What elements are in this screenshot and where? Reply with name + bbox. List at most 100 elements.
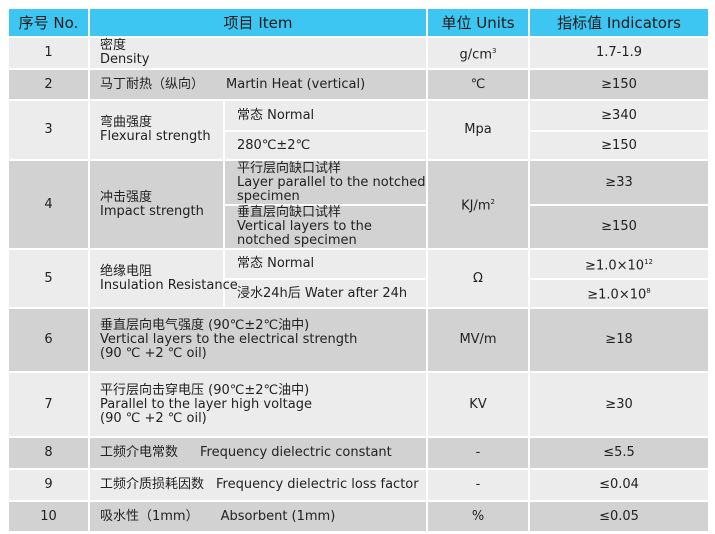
table-row: 9 工频介质损耗因数 Frequency dielectric loss fact…: [7, 468, 711, 502]
item-line: Vertical layers to the electrical streng…: [100, 332, 358, 347]
row-item: 工频介质损耗因数 Frequency dielectric loss factor: [87, 468, 429, 502]
table-subrow: 垂直层向缺口试样 Vertical layers to the notched s…: [8, 204, 711, 250]
table-row: 1 密度 Density g/cm3 1.7-1.9: [7, 36, 711, 70]
item-en: Absorbent (1mm): [220, 508, 336, 524]
row-item: 密度 Density: [87, 36, 429, 70]
item-en: Flexural strength: [100, 129, 211, 144]
header-no: 序号 No.: [7, 7, 90, 38]
unit-sup: 3: [492, 46, 497, 55]
header-row: 序号 No. 项目 Item 单位 Units 指标值 Indicators: [7, 7, 711, 38]
row-no: 9: [7, 468, 90, 502]
row-item: 弯曲强度 Flexural strength: [88, 99, 225, 161]
value-text: ≥1.0×10: [587, 287, 647, 303]
row-no: 10: [7, 500, 90, 533]
sub-condition: 常态 Normal: [222, 99, 429, 132]
row-no: 5: [7, 248, 90, 309]
table-row: 4 冲击强度 Impact strength 平行层向缺口试样 Layer para…: [7, 159, 711, 250]
row-value: ≥33: [528, 159, 711, 206]
row-value: 1.7-1.9: [528, 36, 711, 70]
header-units: 单位 Units: [426, 7, 531, 38]
row-item: 工频介电常数 Frequency dielectric constant: [87, 436, 429, 470]
row-no: 3: [7, 99, 90, 161]
item-cn: 工频介质损耗因数: [100, 477, 205, 492]
row-unit: Ω: [426, 248, 531, 309]
row-value: ≥150: [528, 68, 711, 101]
row-no: 4: [7, 159, 90, 250]
header-item: 项目 Item: [87, 7, 429, 38]
item-line: (90 ℃ +2 ℃ oil): [100, 410, 207, 426]
item-en: Insulation Resistance: [100, 277, 238, 293]
row-value: ≥150: [528, 204, 711, 250]
cond-en: Vertical layers to the notched specimen: [237, 219, 372, 248]
row-unit: KJ/m2: [426, 159, 531, 250]
item-cn: 密度: [100, 38, 127, 53]
item-cn: 工频介电常数: [100, 445, 179, 460]
item-cn: 吸水性（1mm）: [100, 508, 199, 524]
row-value: ≥150: [528, 130, 711, 161]
row-item: 垂直层向电气强度 (90℃±2℃油中) Vertical layers to th…: [87, 307, 429, 373]
row-no: 8: [7, 436, 90, 470]
value-text: ≥1.0×10: [585, 258, 645, 274]
row-value: ≤0.05: [528, 500, 711, 533]
table-row: 2 马丁耐热（纵向） Martin Heat (vertical) ℃ ≥150: [7, 68, 711, 101]
row-unit: MV/m: [426, 307, 531, 373]
item-cn: 弯曲强度: [100, 115, 153, 130]
row-item: 冲击强度 Impact strength: [88, 159, 225, 250]
unit-text: g/cm: [459, 47, 492, 63]
unit-sup: 2: [490, 198, 495, 207]
item-line: 垂直层向电气强度 (90℃±2℃油中): [100, 318, 310, 333]
item-line: Parallel to the layer high voltage: [100, 396, 312, 412]
item-en: Frequency dielectric constant: [200, 445, 392, 460]
row-value: ≥18: [528, 307, 711, 373]
row-item: 马丁耐热（纵向） Martin Heat (vertical): [87, 68, 429, 101]
table-subrow: 浸水24h后 Water after 24h ≥1.0×108: [8, 278, 711, 309]
sub-condition: 垂直层向缺口试样 Vertical layers to the notched s…: [222, 204, 429, 250]
row-unit: -: [426, 468, 531, 502]
sub-condition: 常态 Normal: [222, 248, 429, 280]
row-item: 平行层向击穿电压 (90℃±2℃油中) Parallel to the layer…: [87, 371, 429, 438]
item-cn: 马丁耐热（纵向）: [100, 76, 205, 92]
sub-condition: 280℃±2℃: [222, 130, 429, 161]
sub-condition: 浸水24h后 Water after 24h: [222, 278, 429, 309]
row-value: ≥1.0×1012: [528, 248, 711, 280]
row-value: ≤5.5: [528, 436, 711, 470]
row-unit: KV: [426, 371, 531, 438]
row-item: 吸水性（1mm） Absorbent (1mm): [87, 500, 429, 533]
row-unit: %: [426, 500, 531, 533]
header-indicators: 指标值 Indicators: [528, 7, 711, 38]
properties-table: 序号 No. 项目 Item 单位 Units 指标值 Indicators 1…: [7, 7, 711, 533]
sub-condition: 平行层向缺口试样 Layer parallel to the notched sp…: [222, 159, 429, 206]
item-en: Density: [100, 52, 150, 67]
row-no: 1: [7, 36, 90, 70]
table-row: 3 弯曲强度 Flexural strength 常态 Normal Mpa ≥3…: [7, 99, 711, 161]
row-no: 2: [7, 68, 90, 101]
table-subrow: 280℃±2℃ ≥150: [8, 130, 711, 161]
unit-text: KJ/m: [461, 198, 491, 214]
item-cn: 冲击强度: [100, 189, 153, 205]
item-en: Frequency dielectric loss factor: [216, 477, 419, 492]
table-row: 10 吸水性（1mm） Absorbent (1mm) % ≤0.05: [7, 500, 711, 533]
value-sup: 8: [646, 287, 651, 296]
row-item: 绝缘电阻 Insulation Resistance: [88, 248, 238, 309]
row-value: ≥1.0×108: [528, 278, 711, 309]
row-unit: ℃: [426, 68, 531, 101]
row-no: 7: [7, 371, 90, 438]
item-cn: 绝缘电阻: [100, 263, 153, 279]
row-unit: -: [426, 436, 531, 470]
row-unit: Mpa: [426, 99, 531, 161]
value-sup: 12: [644, 257, 653, 266]
row-value: ≥340: [528, 99, 711, 132]
row-value: ≥30: [528, 371, 711, 438]
row-value: ≤0.04: [528, 468, 711, 502]
table-row: 6 垂直层向电气强度 (90℃±2℃油中) Vertical layers to …: [7, 307, 711, 373]
row-unit: g/cm3: [426, 36, 531, 70]
table-row: 7 平行层向击穿电压 (90℃±2℃油中) Parallel to the lay…: [7, 371, 711, 438]
cond-cn: 垂直层向缺口试样: [237, 205, 342, 220]
item-line: (90 ℃ +2 ℃ oil): [100, 346, 207, 361]
item-en: Impact strength: [100, 203, 204, 219]
row-no: 6: [7, 307, 90, 373]
item-line: 平行层向击穿电压 (90℃±2℃油中): [100, 382, 310, 398]
table-row: 5 绝缘电阻 Insulation Resistance 常态 Normal Ω …: [7, 248, 711, 309]
table-row: 8 工频介电常数 Frequency dielectric constant - …: [7, 436, 711, 470]
cond-en: Layer parallel to the notched specimen: [237, 174, 426, 204]
